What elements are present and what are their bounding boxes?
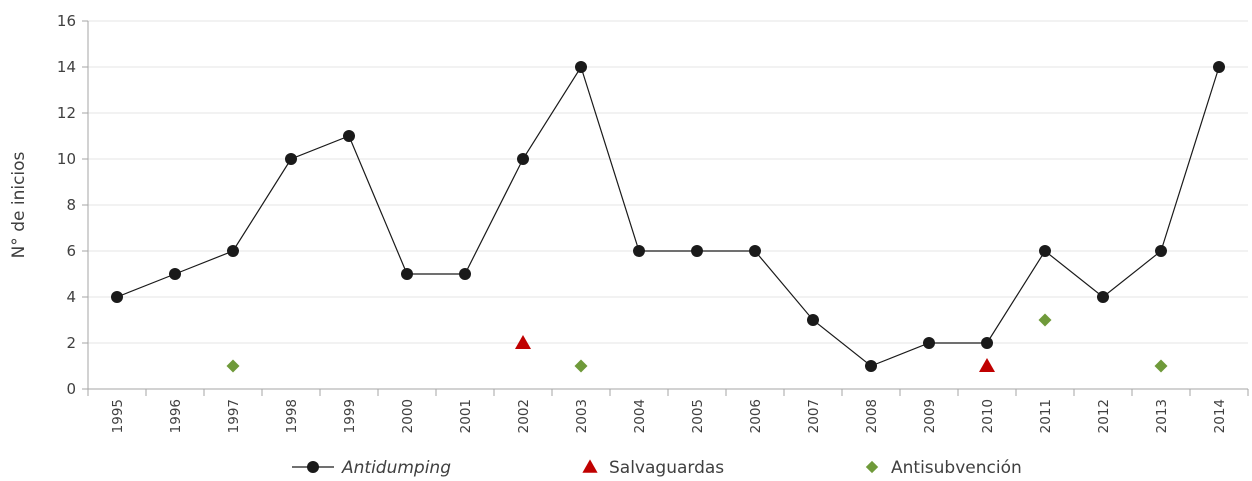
data-point <box>459 268 471 280</box>
x-tick-label: 2008 <box>864 399 880 433</box>
legend-marker <box>582 459 598 473</box>
data-point <box>285 153 297 165</box>
x-tick-label: 2001 <box>458 399 474 433</box>
data-point <box>633 245 645 257</box>
x-tick-label: 1999 <box>342 399 358 433</box>
x-tick-label: 2002 <box>516 399 532 433</box>
legend-label: Antisubvención <box>891 458 1022 478</box>
series-diamond <box>226 313 1168 373</box>
y-tick-label: 10 <box>57 150 76 168</box>
data-point <box>575 61 587 73</box>
series-circle <box>111 61 1225 372</box>
legend-entry: Salvaguardas <box>582 458 724 478</box>
series-triangle <box>515 335 995 372</box>
y-tick-labels: 0 2 4 6 8 10 12 14 16 <box>57 12 76 398</box>
data-point <box>981 337 993 349</box>
y-tick-label: 16 <box>57 12 76 30</box>
y-tick-label: 0 <box>66 380 76 398</box>
x-tick-label: 2003 <box>574 399 590 433</box>
axes <box>87 21 1249 396</box>
data-point <box>1155 245 1167 257</box>
x-tick-label: 2007 <box>806 399 822 433</box>
x-tick-label: 2004 <box>632 399 648 433</box>
series-line <box>116 65 1220 367</box>
y-tick-label: 12 <box>57 104 76 122</box>
data-point <box>1154 359 1168 373</box>
data-point <box>979 358 995 372</box>
x-tick-label: 2006 <box>748 399 764 433</box>
x-tick-label: 2000 <box>400 399 416 433</box>
y-tick-label: 14 <box>57 58 76 76</box>
x-tick-label: 2010 <box>980 399 996 433</box>
data-point <box>169 268 181 280</box>
data-point <box>515 335 531 349</box>
data-point <box>807 314 819 326</box>
data-point <box>691 245 703 257</box>
legend-entry: Antidumping <box>292 458 451 478</box>
data-point <box>1097 291 1109 303</box>
x-tick-label: 2005 <box>690 399 706 433</box>
data-point <box>517 153 529 165</box>
y-tick-label: 4 <box>66 288 76 306</box>
x-tick-label: 1998 <box>284 399 300 433</box>
legend: Antidumping Salvaguardas Antisubvención <box>292 458 1022 478</box>
legend-marker <box>307 461 319 473</box>
x-tick-label: 2011 <box>1038 399 1054 433</box>
y-tick-label: 2 <box>66 334 76 352</box>
data-point <box>343 130 355 142</box>
series <box>111 61 1225 373</box>
y-axis-title: N° de inicios <box>9 151 29 258</box>
legend-label: Antidumping <box>341 458 451 478</box>
x-tick-label: 2009 <box>922 399 938 433</box>
data-point <box>923 337 935 349</box>
data-point <box>749 245 761 257</box>
x-tick-label: 2013 <box>1154 399 1170 433</box>
y-tick-label: 6 <box>66 242 76 260</box>
legend-marker <box>865 460 879 474</box>
x-tick-label: 2012 <box>1096 399 1112 433</box>
data-point <box>1038 313 1052 327</box>
data-point <box>401 268 413 280</box>
x-tick-label: 1995 <box>110 399 126 433</box>
data-point <box>226 359 240 373</box>
data-point <box>227 245 239 257</box>
data-point <box>111 291 123 303</box>
data-point <box>1213 61 1225 73</box>
data-point <box>574 359 588 373</box>
legend-label: Salvaguardas <box>609 458 724 478</box>
x-tick-label: 2014 <box>1212 399 1228 433</box>
data-point <box>865 360 877 372</box>
x-tick-label: 1996 <box>168 399 184 433</box>
y-tick-label: 8 <box>66 196 76 214</box>
gridlines <box>82 20 1248 390</box>
data-point <box>1039 245 1051 257</box>
legend-entry: Antisubvención <box>865 458 1022 478</box>
x-tick-labels: 1995 1996 1997 1998 1999 2000 2001 2002 2003 2004… <box>110 399 1228 433</box>
x-tick-label: 1997 <box>226 399 242 433</box>
